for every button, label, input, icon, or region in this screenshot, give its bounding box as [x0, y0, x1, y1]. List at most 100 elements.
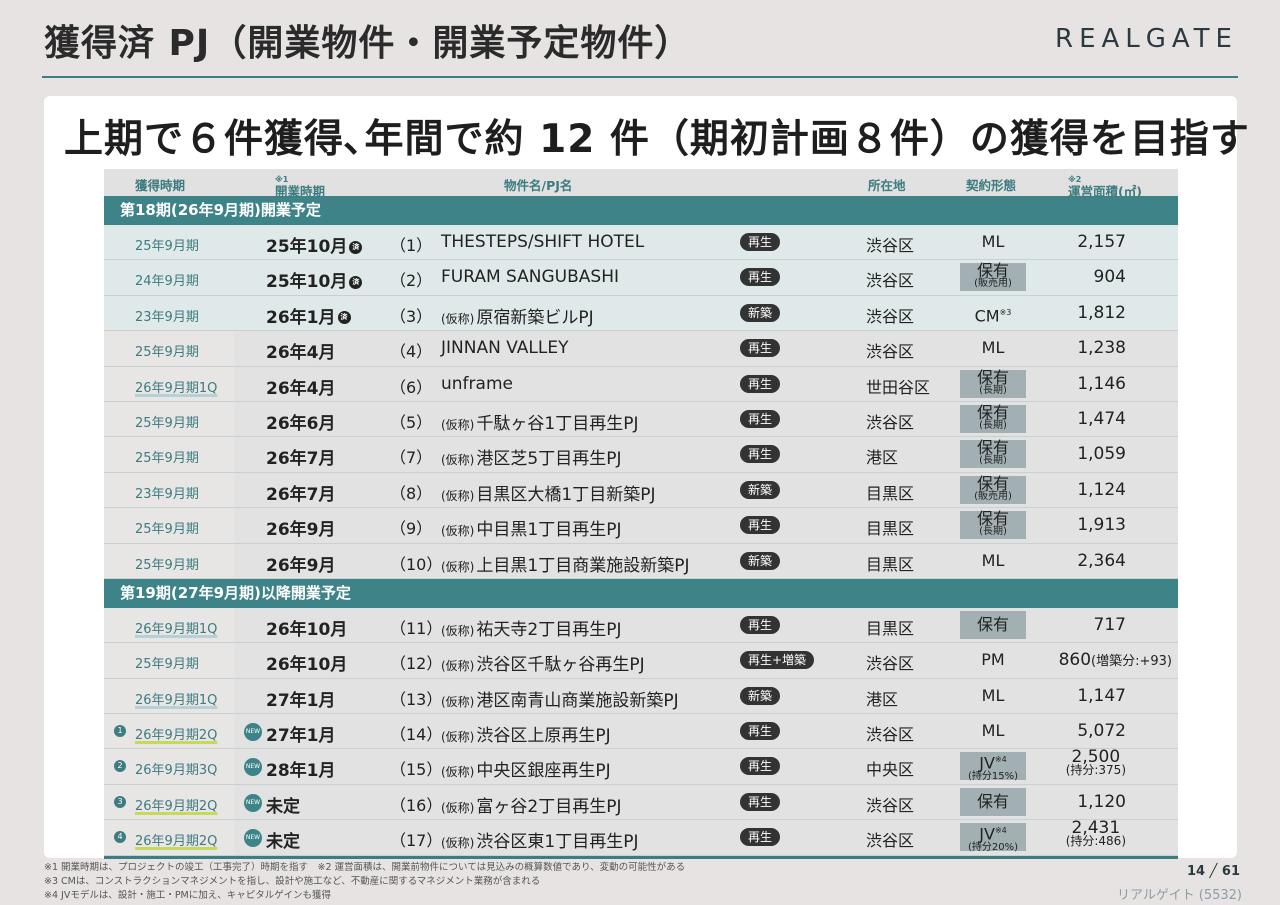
title-divider: [42, 76, 1238, 78]
contract-type-text: 保有: [976, 402, 1009, 422]
opening-date-text: 27年1月: [266, 726, 336, 747]
contract-type-wrap: 保有 (長期): [960, 369, 1026, 396]
tentative-label: (仮称): [441, 311, 475, 326]
acquired-period: 25年9月期: [135, 345, 199, 361]
header-location: 所在地: [868, 178, 906, 193]
location: 渋谷区: [866, 725, 915, 745]
opening-date: 26年7月: [266, 480, 336, 505]
contract-type: 保有: [960, 787, 1026, 816]
operating-area-value: 1,474: [1077, 408, 1126, 429]
property-name: (仮称) 富ヶ谷2丁目再生PJ: [441, 792, 621, 817]
opening-date: 26年10月: [266, 615, 347, 640]
contract-type: ML: [960, 547, 1026, 575]
opening-date-text: 26年6月: [266, 413, 336, 434]
contract-type-text: JV: [979, 753, 995, 773]
property-name-text: THESTEPS/SHIFT HOTEL: [441, 232, 645, 252]
tentative-label: (仮称): [441, 659, 475, 674]
property-name-text: 渋谷区千駄ヶ谷再生PJ: [476, 655, 645, 676]
contract-type-sub: (長期): [979, 419, 1007, 431]
contract-type-wrap: JV※4 (持分20%): [960, 823, 1026, 853]
contract-type-sub: (販売用): [974, 490, 1012, 502]
page-number: 14 ╱ 61: [1186, 864, 1240, 879]
property-name-text: 港区南青山商業施設新築PJ: [476, 690, 679, 711]
project-number: （12）: [390, 654, 443, 674]
property-name-text: unframe: [441, 373, 513, 394]
location: 世田谷区: [866, 377, 931, 397]
opening-date-text: 26年7月: [266, 449, 336, 470]
tentative-label: (仮称): [441, 417, 475, 432]
location: 渋谷区: [866, 236, 915, 255]
table-row: 3 26年9月期2Q NEW 未定 （16） (仮称) 富ヶ谷2丁目再生PJ 再生 渋谷区 保有 1…: [104, 784, 1178, 821]
contract-type: 保有 (長期): [960, 402, 1026, 433]
acquired-cell-bg: [104, 643, 234, 678]
contract-type-text: 保有: [976, 614, 1009, 634]
contract-note: ※3: [999, 307, 1012, 317]
acquired-period: 24年9月期: [135, 274, 199, 290]
table-body: 第18期(26年9月期)開業予定 25年9月期 25年10月済（1） THESTEPS…: [104, 196, 1178, 856]
footnote: ※4 JVモデルは、設計・施工・PMに加え、キャピタルゲインも獲得: [44, 890, 332, 901]
table-row: 25年9月期 26年9月 （9） (仮称) 中目黒1丁目再生PJ 再生 目黒区 保有 (長期) 1…: [104, 508, 1178, 544]
property-name-text: 目黒区大橋1丁目新築PJ: [476, 484, 656, 505]
opening-date: 未定: [266, 792, 300, 817]
project-type-badge: 新築: [740, 303, 781, 322]
location: 渋谷区: [866, 271, 915, 291]
table-row: 25年9月期 26年4月 （4） JINNAN VALLEY 再生 渋谷区 ML 1,238: [104, 331, 1178, 367]
operating-area: 1,124: [1077, 480, 1126, 500]
contract-type-text: ML: [981, 338, 1005, 358]
project-table: 獲得時期 開業時期 ※1 物件名/PJ名 所在地 契約形態 運営面積(㎡) ※2 第…: [104, 169, 1178, 859]
operating-area: 1,146: [1077, 374, 1126, 394]
property-name: (仮称) 千駄ヶ谷1丁目再生PJ: [441, 409, 638, 434]
contract-type: 保有 (販売用): [960, 475, 1026, 504]
operating-area: 860(増築分:+93): [1059, 650, 1172, 670]
opening-date-text: 26年9月: [266, 555, 336, 576]
new-badge-icon: NEW: [244, 829, 262, 848]
opening-date: 28年1月: [266, 756, 336, 781]
acquired-period: 25年9月期: [135, 657, 199, 673]
footnote: ※1 開業時期は、プロジェクトの竣工（工事完了）時期を指す ※2 運営面積は、開…: [44, 862, 686, 873]
operating-area-wrap: 2,500 (持分:375): [1066, 749, 1126, 777]
contract-type: ML: [960, 334, 1026, 362]
section-header: 第19期(27年9月期)以降開業予定: [104, 578, 1178, 608]
property-name-text: 富ヶ谷2丁目再生PJ: [476, 796, 622, 817]
location: 渋谷区: [866, 412, 915, 432]
operating-area-extra: (増築分:+93): [1091, 654, 1172, 670]
location: 目黒区: [866, 483, 915, 503]
project-number: （2）: [390, 271, 433, 291]
opening-date: 27年1月: [266, 721, 336, 746]
contract-type-sub: (持分15%): [967, 770, 1019, 782]
opening-date-text: 26年10月: [266, 655, 348, 676]
opening-date: 26年4月: [266, 338, 336, 363]
acquired-period: 26年9月期2Q: [135, 728, 218, 744]
property-name: FURAM SANGUBASHI: [441, 267, 619, 287]
number-marker-icon: 4: [114, 831, 126, 844]
project-type-badge: 再生: [740, 516, 781, 535]
contract-type: 保有 (販売用): [960, 261, 1026, 292]
table-row: 23年9月期 26年1月済 （3） (仮称) 原宿新築ビルPJ 新築 渋谷区 CM※3 1,81…: [104, 295, 1178, 332]
section-header: 第18期(26年9月期)開業予定: [104, 196, 1178, 225]
acquired-period: 26年9月期2Q: [135, 834, 218, 850]
project-number: （3）: [390, 306, 433, 326]
tentative-label: (仮称): [441, 730, 475, 745]
contract-type: 保有 (長期): [960, 440, 1026, 469]
operating-area-value: 860: [1058, 650, 1092, 671]
table-bottom-rule: [104, 855, 1178, 859]
acquired-cell-bg: [104, 678, 234, 714]
operating-area-value: 2,431: [1071, 818, 1121, 839]
acquired-period: 25年9月期: [135, 557, 199, 573]
acquired-period: 25年9月期: [135, 239, 199, 254]
property-name: (仮称) 上目黒1丁目商業施設新築PJ: [441, 551, 689, 576]
property-name: (仮称) 祐天寺2丁目再生PJ: [441, 615, 621, 640]
location: 渋谷区: [866, 831, 915, 851]
operating-area-wrap: 2,431 (持分:486): [1066, 818, 1126, 848]
property-name-text: 港区芝5丁目再生PJ: [476, 449, 622, 470]
contract-type-text: 保有: [976, 261, 1009, 281]
property-name-text: FURAM SANGUBASHI: [441, 267, 619, 288]
acquired-period: 23年9月期: [135, 486, 199, 502]
location: 渋谷区: [866, 795, 915, 815]
contract-type-text: ML: [981, 232, 1005, 251]
project-number: （10）: [390, 554, 443, 574]
contract-type: ML: [960, 717, 1026, 745]
footnote: ※3 CMは、コンストラクションマネジメントを指し、設計や施工など、不動産に関す…: [44, 876, 541, 887]
acquired-cell-bg: [104, 607, 234, 643]
table-row: 25年9月期 26年10月 （12） (仮称) 渋谷区千駄ヶ谷再生PJ 再生+増築 渋谷区 P…: [104, 643, 1178, 679]
